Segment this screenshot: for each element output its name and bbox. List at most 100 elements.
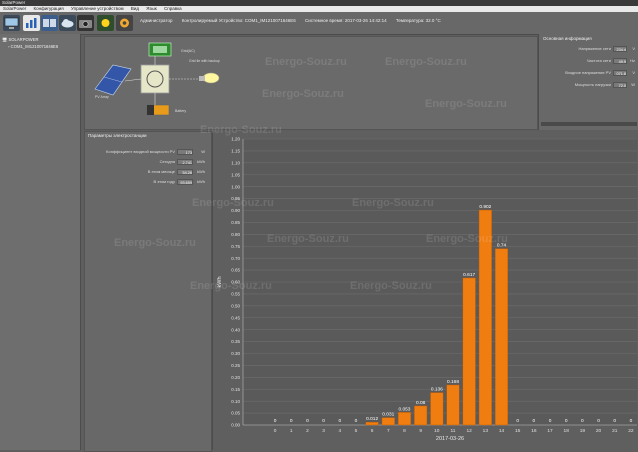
- x-tick-label: 7: [387, 428, 390, 434]
- x-tick-label: 4: [338, 428, 341, 434]
- x-tick-label: 21: [612, 428, 618, 434]
- row-value: 173: [177, 149, 193, 155]
- bar: [495, 248, 509, 426]
- watermark: Energo-Souz.ru: [200, 124, 282, 136]
- bar: [365, 421, 379, 426]
- tree-root[interactable]: 🖥 SOLARPOWER: [2, 37, 39, 43]
- x-tick-label: 13: [483, 428, 489, 434]
- x-tick-label: 1: [290, 428, 293, 434]
- y-tick-label: 0.65: [231, 268, 240, 273]
- devices-icon[interactable]: [41, 15, 58, 31]
- y-tick-label: 0.50: [231, 303, 240, 308]
- admin-label: Администратор: [140, 18, 173, 23]
- status-line: Администратор Контролируемый Устройство:…: [140, 16, 449, 26]
- watermark: Energo-Souz.ru: [352, 197, 434, 209]
- data-label: 0: [322, 418, 325, 424]
- settings-icon[interactable]: [116, 15, 133, 31]
- x-tick-label: 22: [628, 428, 634, 434]
- computer-icon: 🖥: [2, 37, 8, 42]
- bar: [381, 417, 395, 426]
- grid-label: Grid(AC): [181, 49, 195, 53]
- row-value: 234.4: [613, 46, 627, 52]
- menu-item-help[interactable]: Справка: [164, 6, 182, 11]
- cloud-icon[interactable]: [59, 15, 76, 31]
- data-label: 0: [516, 418, 519, 424]
- watermark: Energo-Souz.ru: [350, 280, 432, 292]
- pv-param-row: Сегодня 2.741 kWh: [87, 159, 207, 165]
- x-tick-label: 2: [306, 428, 309, 434]
- row-label: Мощность нагрузки: [574, 82, 611, 87]
- menu-item-language[interactable]: Язык: [146, 6, 157, 11]
- row-label: Коэффициент входной мощности PV: [106, 149, 175, 154]
- x-tick-label: 5: [355, 428, 358, 434]
- x-tick-label: 11: [451, 428, 456, 434]
- data-label: 0: [581, 418, 584, 424]
- row-label: В этом месяце: [147, 169, 175, 174]
- row-value: 2.741: [177, 159, 193, 165]
- x-tick-label: 9: [419, 428, 422, 434]
- row-unit: kWh: [197, 159, 205, 164]
- data-label: 0: [565, 418, 568, 424]
- bar: [397, 412, 411, 426]
- y-tick-label: 1.10: [231, 160, 240, 165]
- watermark: Energo-Souz.ru: [190, 280, 272, 292]
- bar-chart-svg: 0.00 0.05 0.10 0.15 0.20 0.25 0.30 0.35 0.40 0.45…: [217, 137, 637, 442]
- menu-item-app[interactable]: SolarPower: [3, 6, 27, 11]
- data-label: 0: [274, 418, 277, 424]
- row-unit: Hz: [630, 58, 635, 63]
- system-time: Системное время: 2017-03-26 14:42:14: [305, 18, 387, 23]
- row-value: 54.28: [177, 169, 193, 175]
- device-tree: 🖥 SOLARPOWER ▫ COM1_IM1210071646E6: [0, 34, 81, 450]
- data-label: 0.053: [398, 406, 410, 412]
- y-tick-label: 1.15: [231, 149, 240, 154]
- y-tick-label: 0.00: [231, 423, 240, 428]
- chart-icon[interactable]: [23, 15, 40, 31]
- basic-info-row: Мощность нагрузки 72.0 W: [543, 82, 635, 88]
- menu-item-device-control[interactable]: Управление устройством: [71, 6, 124, 11]
- data-label: 0.012: [366, 416, 378, 422]
- data-label: 0: [597, 418, 600, 424]
- basic-info-title: Основная информация: [543, 36, 592, 41]
- toolbar: [0, 12, 638, 35]
- menu-item-view[interactable]: Вид: [130, 6, 139, 11]
- y-tick-label: 0.40: [231, 327, 240, 332]
- grid-icon: [148, 42, 172, 57]
- row-label: Частота сети: [586, 58, 611, 63]
- monitor-icon[interactable]: [3, 15, 20, 31]
- data-label: 0: [290, 418, 293, 424]
- system-diagram: PV Array Grid(AC) Grid tie with backup B…: [84, 36, 538, 130]
- y-tick-label: 0.60: [231, 280, 240, 285]
- data-label: 0: [533, 418, 536, 424]
- y-tick-label: 0.90: [231, 208, 240, 213]
- row-unit: W: [631, 82, 635, 87]
- watermark: Energo-Souz.ru: [385, 56, 467, 68]
- horizontal-scrollbar[interactable]: [541, 122, 637, 126]
- menu-item-config[interactable]: Конфигурация: [33, 6, 64, 11]
- sun-icon[interactable]: [97, 15, 114, 31]
- y-tick-label: 0.75: [231, 244, 240, 249]
- y-tick-label: 1.05: [231, 172, 240, 177]
- row-unit: W: [201, 149, 205, 154]
- camera-icon[interactable]: [77, 15, 94, 31]
- x-tick-label: 16: [531, 428, 537, 434]
- watermark: Energo-Souz.ru: [114, 237, 196, 249]
- y-tick-label: 0.20: [231, 375, 240, 380]
- data-label: 0.617: [463, 272, 475, 278]
- x-tick-label: 19: [580, 428, 586, 434]
- battery-label: Battery: [175, 109, 187, 113]
- pv-panel-icon: [94, 64, 132, 96]
- x-tick-label: 10: [434, 428, 440, 434]
- pv-params-title: Параметры электростанции: [88, 133, 147, 138]
- data-label: 0.74: [497, 243, 507, 249]
- data-label: 0.031: [382, 412, 394, 418]
- pv-param-row: В этом месяце 54.28 kWh: [87, 169, 207, 175]
- row-label: В этом году: [153, 179, 175, 184]
- bar: [462, 277, 476, 426]
- tree-item-device[interactable]: ▫ COM1_IM1210071646E6: [8, 44, 58, 49]
- data-label: 0: [355, 418, 358, 424]
- bar: [430, 392, 444, 426]
- energy-chart: 0.00 0.05 0.10 0.15 0.20 0.25 0.30 0.35 0.40 0.45…: [212, 131, 638, 450]
- basic-info-row: Частота сети 49.9 Hz: [543, 58, 635, 64]
- basic-info-row: Напряжение сети 234.4 V: [543, 46, 635, 52]
- x-axis-label: 2017-03-26: [436, 436, 464, 442]
